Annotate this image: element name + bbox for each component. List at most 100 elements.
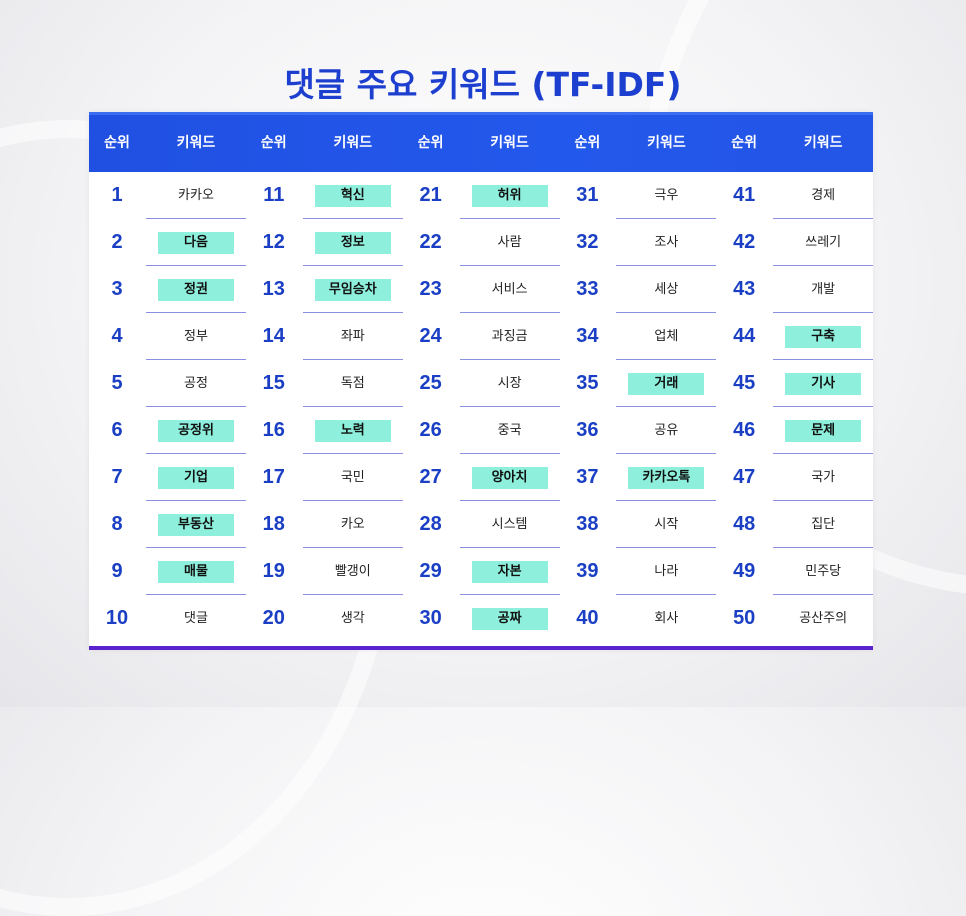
header-keyword: 키워드 <box>803 135 843 151</box>
row-divider <box>459 359 560 360</box>
rank-number: 19 <box>262 560 285 582</box>
rank-number: 25 <box>419 372 442 394</box>
rank-number: 46 <box>733 419 756 441</box>
row-divider <box>616 547 717 548</box>
row-divider <box>302 218 403 219</box>
row-divider <box>616 265 717 266</box>
keyword-cell: 조사 <box>654 235 679 250</box>
keyword-cell: 공유 <box>654 423 679 438</box>
keyword-cell: 시작 <box>654 517 679 532</box>
keyword-cell-highlighted: 무임승차 <box>314 279 391 301</box>
keyword-cell: 시장 <box>497 376 522 391</box>
row-divider <box>302 547 403 548</box>
rank-number: 47 <box>733 466 756 488</box>
row-divider <box>773 312 874 313</box>
row-divider <box>773 453 874 454</box>
keyword-cell-highlighted: 부동산 <box>158 514 234 536</box>
rank-number: 20 <box>262 607 285 629</box>
keyword-cell-highlighted: 혁신 <box>314 185 391 207</box>
row-divider <box>773 406 874 407</box>
rank-number: 39 <box>576 560 599 582</box>
header-keyword: 키워드 <box>647 135 686 151</box>
row-divider <box>146 500 246 501</box>
row-divider <box>146 453 246 454</box>
table-bottom-bar <box>89 646 873 650</box>
rank-number: 29 <box>419 560 442 582</box>
keyword-cell-highlighted: 정보 <box>314 232 391 254</box>
rank-number: 38 <box>576 513 599 535</box>
rank-number: 21 <box>419 184 442 206</box>
keyword-cell-highlighted: 구축 <box>785 326 862 348</box>
rank-number: 13 <box>262 278 285 300</box>
row-divider <box>459 500 560 501</box>
keyword-cell: 정부 <box>184 329 208 344</box>
header-rank: 순위 <box>104 135 130 151</box>
rank-number: 10 <box>105 607 129 629</box>
rank-number: 42 <box>733 231 756 253</box>
header-keyword: 키워드 <box>176 135 216 151</box>
keyword-cell: 사람 <box>497 235 522 250</box>
rank-number: 26 <box>419 419 442 441</box>
header-keyword: 키워드 <box>333 135 373 151</box>
rank-number: 5 <box>111 372 123 394</box>
rank-number: 15 <box>262 372 285 394</box>
rank-number: 4 <box>111 325 123 347</box>
row-divider <box>302 312 403 313</box>
row-divider <box>459 547 560 548</box>
header-rank: 순위 <box>260 135 287 151</box>
row-divider <box>773 500 874 501</box>
row-divider <box>616 594 717 595</box>
row-divider <box>302 453 403 454</box>
keyword-cell: 세상 <box>654 282 679 297</box>
row-divider <box>616 453 717 454</box>
keyword-cell-highlighted: 자본 <box>471 561 548 583</box>
row-divider <box>773 594 874 595</box>
rank-number: 27 <box>419 466 442 488</box>
row-divider <box>146 594 246 595</box>
rank-number: 9 <box>111 560 123 582</box>
row-divider <box>146 265 246 266</box>
keyword-cell-highlighted: 문제 <box>785 420 862 442</box>
row-divider <box>616 312 717 313</box>
rank-number: 17 <box>262 466 285 488</box>
rank-number: 18 <box>262 513 285 535</box>
row-divider <box>773 547 874 548</box>
row-divider <box>459 453 560 454</box>
keyword-cell-highlighted: 거래 <box>628 373 705 395</box>
keyword-cell-highlighted: 공짜 <box>471 608 548 630</box>
rank-number: 2 <box>111 231 123 253</box>
rank-number: 11 <box>263 184 285 206</box>
keyword-cell: 빨갱이 <box>334 564 371 579</box>
row-divider <box>616 406 717 407</box>
rank-number: 7 <box>111 466 123 488</box>
rank-number: 49 <box>733 560 756 582</box>
row-divider <box>616 359 717 360</box>
keyword-cell: 생각 <box>340 611 365 626</box>
rank-number: 44 <box>733 325 756 347</box>
rank-number: 6 <box>111 419 123 441</box>
rank-number: 28 <box>419 513 442 535</box>
keyword-cell: 독점 <box>340 376 365 391</box>
keyword-cell-highlighted: 매물 <box>158 561 234 583</box>
rank-number: 35 <box>576 372 599 394</box>
row-divider <box>459 406 560 407</box>
keyword-cell: 과징금 <box>491 329 528 344</box>
keyword-cell-highlighted: 허위 <box>471 185 548 207</box>
keyword-cell: 시스템 <box>491 517 528 532</box>
table-header: 순위 키워드 순위 키워드 순위 키워드 순위 키워드 순위 키워드 <box>89 112 873 172</box>
keyword-cell-highlighted: 다음 <box>158 232 234 254</box>
rank-number: 43 <box>733 278 756 300</box>
rank-number: 50 <box>733 607 756 629</box>
keyword-cell: 집단 <box>811 517 836 532</box>
rank-number: 33 <box>576 278 599 300</box>
row-divider <box>146 312 246 313</box>
row-divider <box>302 500 403 501</box>
row-divider <box>773 218 874 219</box>
keyword-cell: 국가 <box>811 470 836 485</box>
row-divider <box>302 406 403 407</box>
rank-number: 40 <box>576 607 599 629</box>
keyword-cell: 공산주의 <box>799 611 848 626</box>
keyword-cell-highlighted: 공정위 <box>158 420 234 442</box>
keyword-cell: 민주당 <box>805 564 842 579</box>
row-divider <box>616 500 717 501</box>
